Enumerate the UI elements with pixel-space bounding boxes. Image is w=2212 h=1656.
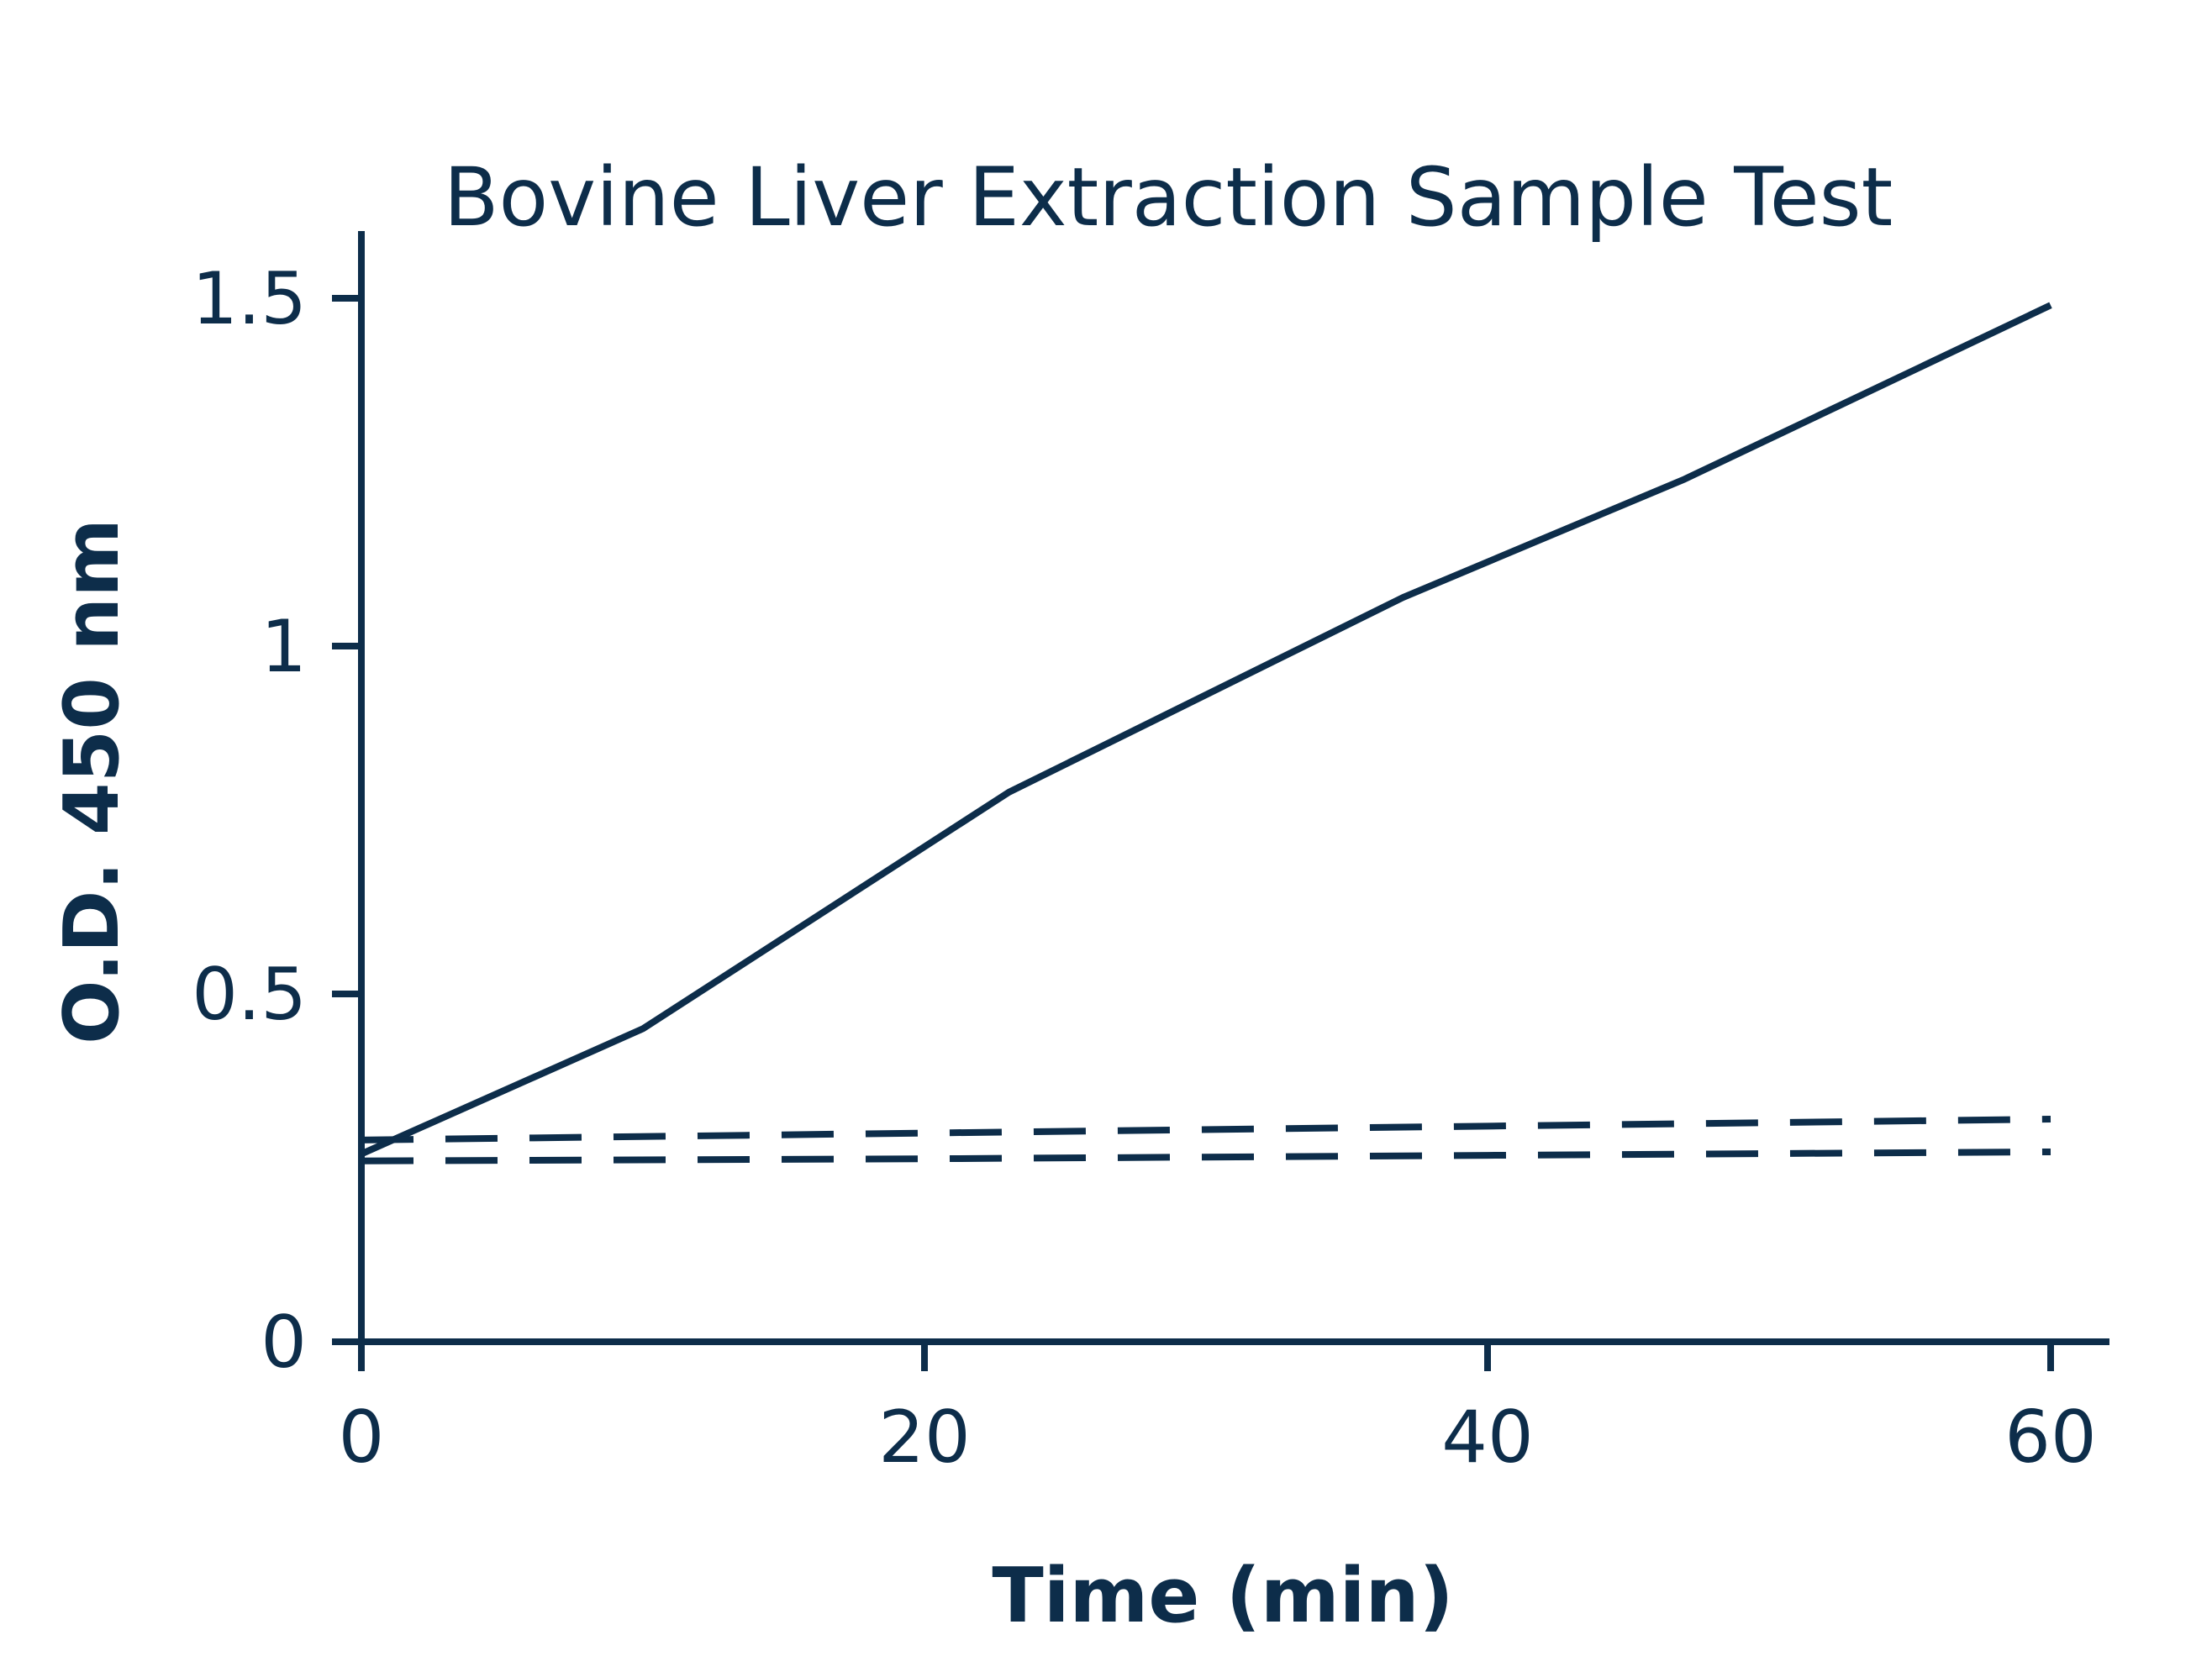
- y-tick-label: 1: [261, 605, 307, 689]
- x-tick-label: 40: [1441, 1396, 1533, 1480]
- y-tick-label: 0: [261, 1301, 307, 1385]
- x-tick-label: 20: [878, 1396, 970, 1480]
- series-line-3: [361, 1148, 2051, 1164]
- series-line-1: [360, 302, 2052, 1158]
- y-axis-label: O.D. 450 nm: [48, 518, 136, 1044]
- y-tick-label: 1.5: [192, 257, 307, 341]
- series-line-2: [361, 1116, 2051, 1143]
- chart-title: Bovine Liver Extraction Sample Test: [444, 150, 1893, 244]
- x-axis-label: Time (min): [992, 1552, 1453, 1640]
- y-tick-label: 0.5: [192, 953, 307, 1037]
- x-tick-label: 0: [339, 1396, 385, 1480]
- x-tick-label: 60: [2004, 1396, 2096, 1480]
